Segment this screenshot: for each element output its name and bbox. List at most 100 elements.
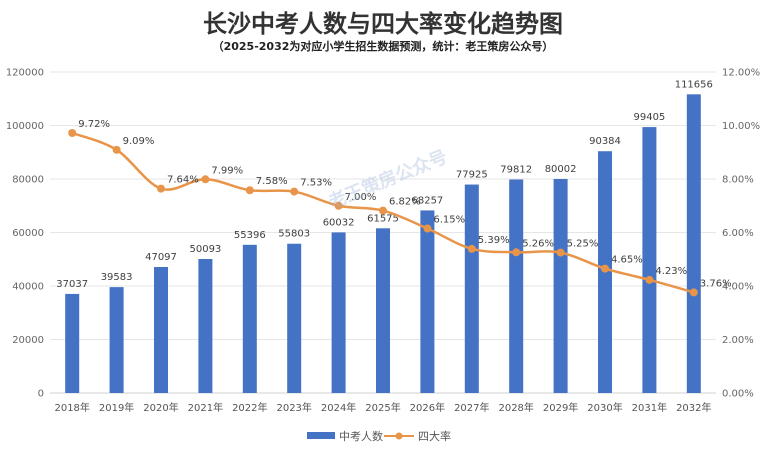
bar: [287, 243, 302, 393]
rate-point: [245, 186, 254, 195]
bar: [464, 184, 479, 393]
y-right-tick-label: 10.00%: [722, 121, 760, 132]
x-tick-label: 2026年: [410, 401, 445, 414]
bar: [509, 179, 524, 393]
bar: [154, 267, 168, 393]
bar-labels: 37037 39583 47097 50093 55396 55803 60032 61575…: [56, 79, 713, 290]
bar-data-label: 77925: [456, 170, 488, 181]
rate-data-label: 5.25%: [567, 239, 599, 250]
x-tick-label: 2018年: [54, 401, 89, 414]
rate-point: [334, 201, 343, 210]
bar-data-label: 111656: [675, 79, 713, 90]
x-tick-label: 2025年: [365, 401, 400, 414]
rate-data-label: 7.53%: [300, 178, 332, 189]
rate-point: [201, 175, 210, 184]
y-axis-right: 0.00% 2.00% 4.00% 6.00% 8.00% 10.00% 12.00%: [722, 68, 760, 400]
rate-point: [379, 206, 387, 215]
bar: [553, 178, 568, 393]
y-right-tick-label: 6.00%: [722, 228, 754, 239]
rate-point: [112, 145, 121, 154]
legend-bar-label: 中考人数: [339, 430, 383, 443]
y-right-tick-label: 8.00%: [722, 175, 754, 186]
bar-data-label: 47097: [145, 252, 177, 263]
legend-bar-swatch: [307, 432, 335, 439]
rate-point: [290, 187, 299, 196]
rate-point: [689, 288, 698, 297]
y-right-tick-label: 2.00%: [722, 335, 754, 346]
y-left-tick-label: 60000: [12, 228, 44, 239]
bar-series: [65, 94, 701, 394]
rate-data-label: 7.00%: [345, 192, 377, 203]
rate-point: [467, 244, 476, 253]
rate-point: [157, 184, 165, 193]
bar: [65, 293, 80, 393]
bar: [198, 259, 213, 393]
bar: [109, 287, 124, 393]
rate-line-series: 9.72% 9.09% 7.64% 7.99% 7.58% 7.53% 7.00% 6.82%…: [68, 119, 732, 297]
bar-data-label: 39583: [101, 272, 133, 283]
bar-data-label: 55803: [278, 229, 310, 240]
legend-line-marker: [395, 432, 403, 440]
x-tick-label: 2027年: [454, 401, 489, 414]
y-left-tick-label: 0: [38, 389, 44, 400]
y-left-tick-label: 80000: [12, 175, 44, 186]
bar: [642, 127, 657, 394]
y-left-tick-label: 120000: [6, 68, 44, 79]
bar: [376, 228, 390, 393]
bar-data-label: 80002: [545, 164, 577, 175]
rate-data-label: 9.09%: [123, 136, 155, 147]
bar: [242, 244, 257, 393]
x-tick-label: 2024年: [321, 401, 356, 414]
x-tick-label: 2020年: [143, 401, 178, 414]
rate-data-label: 7.99%: [211, 165, 243, 176]
rate-point: [512, 248, 521, 257]
x-tick-label: 2023年: [276, 401, 311, 414]
x-tick-label: 2030年: [587, 401, 622, 414]
rate-point: [645, 275, 654, 284]
rate-point: [423, 224, 432, 233]
rate-data-label: 9.72%: [78, 119, 110, 130]
y-right-tick-label: 12.00%: [722, 68, 760, 79]
rate-data-label: 6.82%: [389, 197, 421, 208]
y-axis-left: 0 20000 40000 60000 80000 100000 120000: [6, 68, 44, 400]
legend: 中考人数 四大率: [307, 429, 451, 443]
y-left-tick-label: 20000: [12, 335, 44, 346]
bar-data-label: 99405: [633, 112, 665, 123]
x-tick-label: 2019年: [99, 401, 134, 414]
rate-data-label: 3.76%: [700, 278, 732, 289]
x-tick-label: 2021年: [188, 401, 223, 414]
y-left-tick-label: 40000: [12, 282, 44, 293]
chart-title: 长沙中考人数与四大率变化趋势图: [203, 10, 563, 38]
bar-data-label: 50093: [189, 244, 221, 255]
bar-data-label: 61575: [367, 213, 399, 224]
x-tick-label: 2032年: [676, 401, 711, 414]
bar-data-label: 79812: [500, 165, 532, 176]
bar-data-label: 55396: [234, 230, 266, 241]
y-right-tick-label: 4.00%: [722, 282, 754, 293]
x-tick-label: 2029年: [543, 401, 578, 414]
x-tick-label: 2022年: [232, 401, 267, 414]
rate-point: [601, 264, 609, 273]
rate-data-label: 4.65%: [611, 255, 643, 266]
bar: [686, 94, 701, 394]
bar-data-label: 60032: [323, 217, 355, 228]
bar-data-label: 37037: [56, 279, 88, 290]
y-right-tick-label: 0.00%: [722, 389, 754, 400]
rate-data-label: 5.26%: [522, 238, 554, 249]
bar-data-label: 90384: [589, 136, 621, 147]
legend-line-label: 四大率: [418, 429, 451, 443]
bar: [331, 232, 346, 393]
y-left-tick-label: 100000: [6, 121, 44, 132]
rate-point: [556, 248, 565, 257]
chart-subtitle: （2025-2032为对应小学生招生数据预测，统计：老王策房公众号）: [213, 39, 554, 53]
rate-data-label: 5.39%: [478, 235, 510, 246]
x-tick-label: 2031年: [632, 401, 667, 414]
rate-data-label: 7.58%: [256, 176, 288, 187]
rate-data-label: 6.15%: [433, 214, 465, 225]
x-tick-label: 2028年: [498, 401, 533, 414]
bar: [420, 210, 435, 393]
rate-point: [68, 128, 77, 137]
rate-data-label: 4.23%: [655, 266, 687, 277]
x-axis: 2018年 2019年 2020年 2021年 2022年 2023年 2024年 2025年…: [54, 401, 711, 414]
